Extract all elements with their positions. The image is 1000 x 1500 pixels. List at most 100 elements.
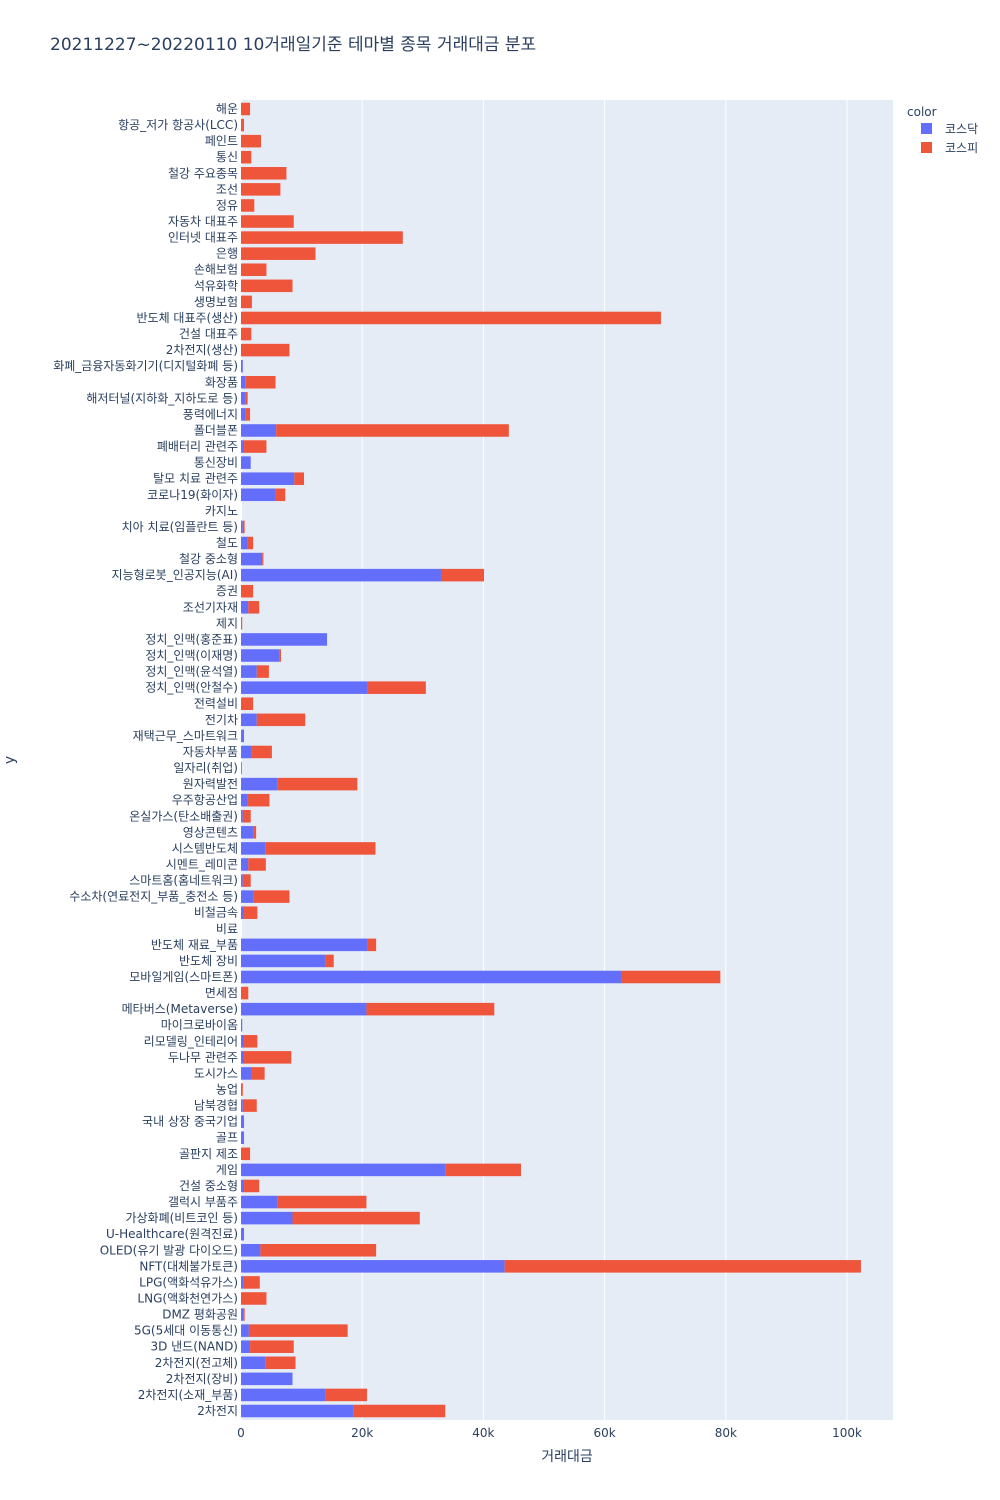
bar-segment[interactable] (241, 183, 281, 196)
bar-segment[interactable] (241, 1179, 245, 1193)
bar-segment[interactable] (241, 874, 243, 887)
bar-segment[interactable] (276, 424, 509, 437)
bar-segment[interactable] (241, 938, 368, 952)
bar-segment[interactable] (294, 472, 305, 485)
bar-segment[interactable] (241, 167, 287, 180)
bar-segment[interactable] (241, 1276, 244, 1289)
bar-segment[interactable] (251, 745, 272, 759)
bar-segment[interactable] (241, 279, 293, 293)
bar-segment[interactable] (241, 793, 248, 807)
bar-segment[interactable] (241, 102, 251, 116)
bar-segment[interactable] (241, 392, 246, 405)
bar-segment[interactable] (241, 1002, 367, 1016)
bar-segment[interactable] (241, 906, 245, 919)
bar-segment[interactable] (241, 1292, 267, 1305)
bar-segment[interactable] (241, 199, 255, 212)
bar-segment[interactable] (241, 1051, 245, 1064)
legend-item-kosdaq[interactable]: 코스닥 (921, 122, 978, 136)
bar-segment[interactable] (241, 1035, 245, 1048)
bar-segment[interactable] (241, 568, 441, 582)
bar-segment[interactable] (241, 440, 245, 453)
bar-segment[interactable] (248, 1324, 348, 1337)
bar-segment[interactable] (241, 311, 661, 325)
bar-segment[interactable] (244, 1051, 292, 1064)
bar-segment[interactable] (277, 1195, 367, 1209)
bar-segment[interactable] (242, 874, 251, 887)
bar-segment[interactable] (241, 472, 295, 485)
bar-segment[interactable] (253, 890, 290, 903)
bar-segment[interactable] (241, 231, 403, 244)
bar-segment[interactable] (241, 617, 243, 630)
bar-segment[interactable] (241, 633, 328, 646)
bar-segment[interactable] (241, 1067, 252, 1080)
bar-segment[interactable] (367, 938, 377, 952)
bar-segment[interactable] (241, 1147, 251, 1161)
bar-segment[interactable] (353, 1404, 446, 1418)
bar-segment[interactable] (241, 986, 249, 1000)
bar-segment[interactable] (241, 1260, 505, 1273)
bar-segment[interactable] (366, 1002, 495, 1016)
bar-segment[interactable] (250, 1340, 294, 1353)
bar-segment[interactable] (241, 408, 246, 421)
bar-segment[interactable] (262, 552, 264, 566)
bar-segment[interactable] (279, 649, 281, 662)
bar-segment[interactable] (241, 809, 243, 823)
bar-segment[interactable] (241, 1163, 446, 1177)
bar-segment[interactable] (244, 1035, 258, 1048)
bar-segment[interactable] (241, 842, 266, 855)
bar-segment[interactable] (245, 375, 276, 389)
bar-segment[interactable] (265, 842, 376, 855)
bar-segment[interactable] (241, 536, 248, 550)
bar-segment[interactable] (275, 488, 286, 502)
bar-segment[interactable] (241, 1324, 249, 1337)
bar-segment[interactable] (244, 906, 258, 919)
legend-item-kospi[interactable]: 코스피 (921, 141, 978, 155)
bar-segment[interactable] (241, 1388, 326, 1402)
bar-segment[interactable] (241, 295, 252, 309)
bar-segment[interactable] (256, 713, 306, 727)
bar-segment[interactable] (241, 1018, 243, 1032)
bar-segment[interactable] (241, 343, 290, 357)
bar-segment[interactable] (241, 745, 252, 759)
bar-segment[interactable] (241, 215, 294, 228)
bar-segment[interactable] (242, 1099, 257, 1112)
bar-segment[interactable] (241, 488, 276, 502)
bar-segment[interactable] (325, 954, 334, 968)
bar-segment[interactable] (367, 681, 426, 694)
bar-segment[interactable] (242, 809, 251, 823)
bar-segment[interactable] (241, 1308, 244, 1321)
bar-segment[interactable] (251, 1067, 265, 1080)
bar-segment[interactable] (256, 665, 269, 678)
bar-segment[interactable] (504, 1260, 861, 1273)
bar-segment[interactable] (241, 890, 254, 903)
bar-segment[interactable] (245, 392, 248, 405)
bar-segment[interactable] (241, 1195, 278, 1209)
bar-segment[interactable] (241, 761, 242, 775)
bar-segment[interactable] (241, 375, 246, 389)
bar-segment[interactable] (241, 681, 368, 694)
bar-segment[interactable] (241, 1115, 245, 1128)
bar-segment[interactable] (277, 777, 358, 791)
bar-segment[interactable] (248, 858, 266, 871)
bar-segment[interactable] (241, 601, 249, 614)
bar-segment[interactable] (241, 1356, 266, 1370)
bar-segment[interactable] (440, 568, 485, 582)
bar-segment[interactable] (241, 327, 252, 341)
bar-segment[interactable] (241, 1227, 245, 1241)
bar-segment[interactable] (241, 1211, 293, 1225)
bar-segment[interactable] (292, 1211, 420, 1225)
bar-segment[interactable] (241, 1404, 354, 1418)
bar-segment[interactable] (241, 584, 254, 598)
bar-segment[interactable] (243, 1276, 260, 1289)
bar-segment[interactable] (241, 456, 251, 469)
bar-segment[interactable] (241, 424, 277, 437)
bar-segment[interactable] (248, 601, 260, 614)
bar-segment[interactable] (244, 440, 267, 453)
bar-segment[interactable] (241, 134, 261, 148)
bar-segment[interactable] (621, 970, 721, 984)
bar-segment[interactable] (241, 520, 243, 534)
bar-segment[interactable] (247, 536, 254, 550)
bar-segment[interactable] (241, 263, 267, 277)
bar-segment[interactable] (253, 826, 257, 839)
bar-segment[interactable] (241, 649, 280, 662)
